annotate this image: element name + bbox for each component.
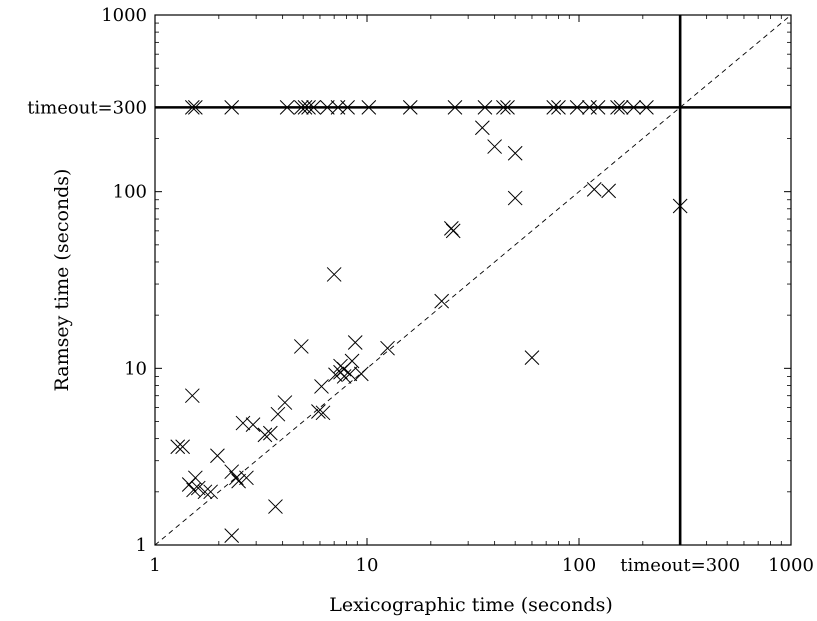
data-point [487, 139, 502, 154]
data-point [175, 439, 190, 455]
data-point [434, 293, 450, 309]
data-point [301, 100, 316, 115]
data-point [672, 198, 688, 214]
data-point [190, 480, 206, 496]
data-point [187, 100, 203, 115]
data-point [361, 100, 377, 115]
plot-frame [154, 14, 792, 546]
data-point [613, 100, 629, 115]
data-point [474, 120, 490, 136]
data-point [306, 100, 321, 115]
y-tick-label: 10 [124, 358, 147, 379]
data-point [626, 100, 641, 115]
data-point [293, 100, 309, 115]
data-point [347, 335, 363, 350]
data-point [184, 100, 200, 115]
plot-area: 1 10 100 timeout=300 1000 1 10 100 timeout=300 10… [27, 5, 814, 576]
data-point [297, 100, 313, 115]
data-point [170, 439, 186, 455]
data-point [582, 100, 597, 115]
data-point [270, 406, 286, 422]
data-point [326, 267, 342, 282]
x-tick-label: 1000 [768, 555, 814, 576]
data-point [500, 100, 515, 115]
data-point [586, 182, 602, 197]
data-point [277, 395, 293, 410]
data-point [279, 100, 295, 115]
data-point [342, 366, 358, 382]
data-point [590, 100, 606, 115]
data-point [496, 100, 511, 115]
data-point [239, 470, 254, 486]
data-point [235, 415, 251, 431]
data-point [224, 100, 240, 115]
data-point [507, 190, 523, 206]
data-point [314, 379, 329, 394]
diagonal-line [154, 14, 792, 546]
data-point [445, 223, 461, 239]
data-point [257, 427, 273, 443]
data-point [197, 484, 213, 500]
data-point [477, 100, 493, 115]
y-tick-label: timeout=300 [27, 97, 147, 118]
y-tick-label: 1000 [101, 5, 147, 26]
data-point [184, 388, 200, 404]
data-point [353, 366, 369, 382]
data-point [315, 405, 331, 421]
data-point [229, 470, 244, 486]
data-point [546, 100, 562, 115]
x-tick-label: 10 [356, 555, 379, 576]
data-point [402, 100, 418, 115]
y-axis-label: Ramsey time (seconds) [51, 169, 73, 392]
y-tick-label: 1 [136, 535, 147, 556]
x-tick-label: 100 [562, 555, 596, 576]
y-tick-label: 100 [113, 182, 147, 203]
data-point [231, 473, 246, 489]
data-point [224, 528, 240, 543]
data-point [293, 339, 309, 354]
data-point [524, 350, 540, 365]
data-point [380, 340, 395, 356]
data-point [336, 369, 352, 384]
data-point [210, 448, 225, 464]
data-point [569, 100, 585, 115]
data-point [551, 100, 566, 115]
data-point [601, 183, 617, 199]
data-point [224, 464, 240, 480]
data-point [639, 100, 654, 115]
data-point [203, 484, 218, 500]
x-tick-label: 1 [149, 555, 160, 576]
data-point [319, 100, 335, 115]
data-point [340, 100, 355, 115]
data-point [507, 145, 523, 161]
data-point [245, 417, 261, 433]
x-tick-label: timeout=300 [620, 555, 740, 576]
data-point [311, 404, 326, 419]
x-axis-label: Lexicographic time (seconds) [329, 594, 613, 616]
data-point [328, 367, 343, 383]
data-point [610, 100, 625, 115]
data-point [268, 499, 283, 514]
data-point [262, 425, 278, 441]
data-point [447, 100, 463, 115]
